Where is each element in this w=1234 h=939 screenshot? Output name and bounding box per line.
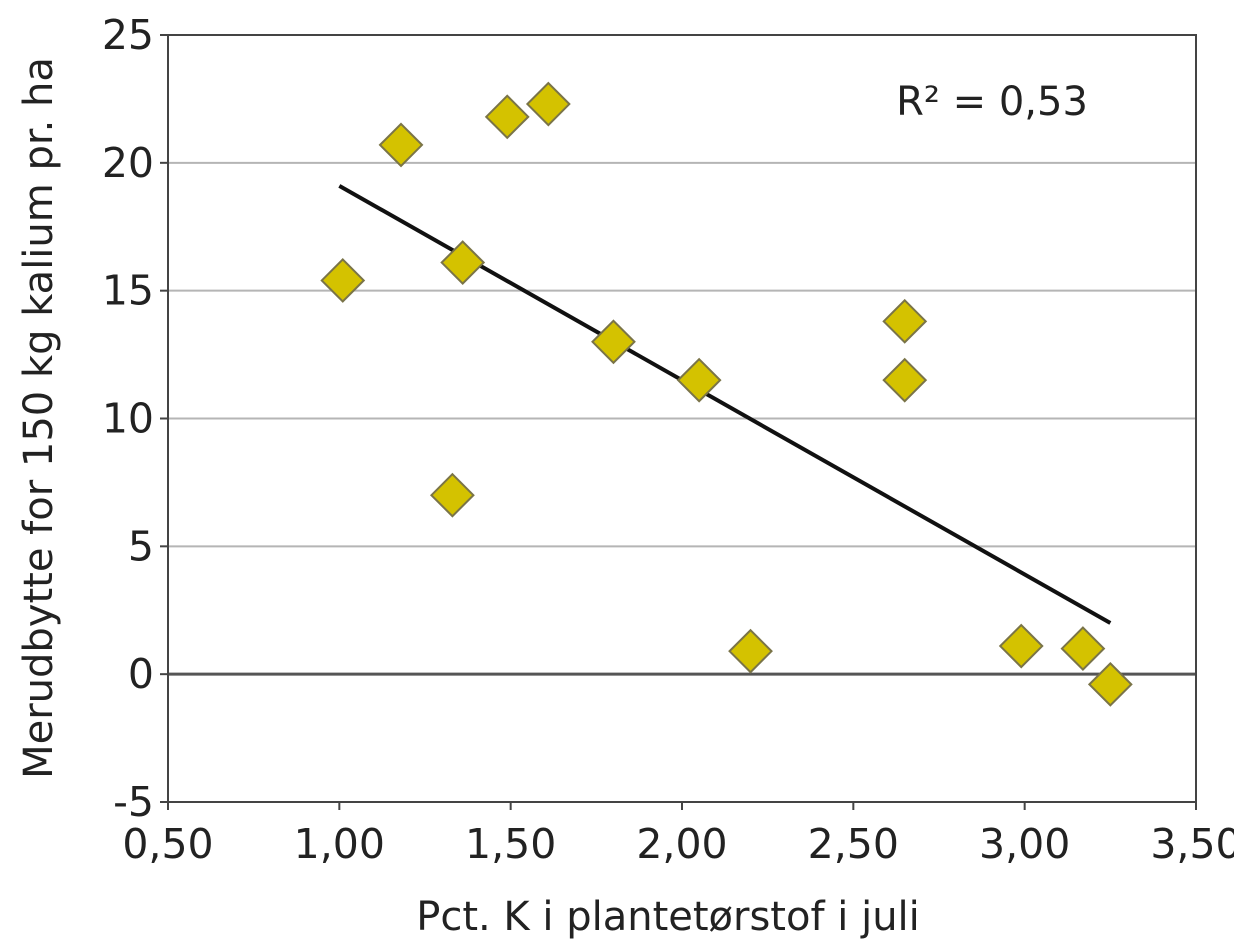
data-point <box>591 319 636 365</box>
data-point <box>320 258 366 303</box>
grid-lines <box>168 161 1196 676</box>
x-tick-label: 1,00 <box>294 820 385 868</box>
x-tick-label: 2,50 <box>808 820 899 868</box>
x-tick-label: 0,50 <box>122 820 213 868</box>
x-tick-label: 1,50 <box>465 820 556 868</box>
y-tick-label: 15 <box>102 267 154 315</box>
y-tick-label: 10 <box>102 395 154 443</box>
data-point <box>378 122 424 168</box>
data-point <box>1060 626 1106 672</box>
data-point <box>484 94 530 140</box>
tick-labels: 25 20 15 10 5 0 -50,50 1,00 1,50 2,00 2,50 3,00 3,50 <box>102 11 1234 868</box>
x-axis-title: Pct. K i plantetørstof i juli <box>416 894 920 939</box>
y-tick-label: 5 <box>128 522 154 570</box>
data-point <box>882 298 928 344</box>
data-point <box>728 628 773 674</box>
data-point <box>882 357 928 403</box>
data-point <box>1087 661 1133 707</box>
y-tick-label: -5 <box>113 778 154 826</box>
data-point <box>998 623 1044 669</box>
x-tick-label: 3,50 <box>1150 820 1234 868</box>
y-tick-label: 20 <box>102 139 154 187</box>
data-point <box>429 472 475 518</box>
x-tick-label: 2,00 <box>636 820 727 868</box>
data-point <box>440 240 486 285</box>
data-points <box>320 81 1133 707</box>
y-tick-label: 25 <box>102 11 154 59</box>
y-axis-title: Merudbytte for 150 kg kalium pr. ha <box>16 57 62 779</box>
data-point <box>525 81 571 127</box>
data-point <box>676 357 722 403</box>
axes <box>160 34 1197 810</box>
y-tick-label: 0 <box>128 650 154 698</box>
x-tick-label: 3,00 <box>979 820 1070 868</box>
r-squared-annotation: R² = 0,53 <box>896 79 1088 125</box>
